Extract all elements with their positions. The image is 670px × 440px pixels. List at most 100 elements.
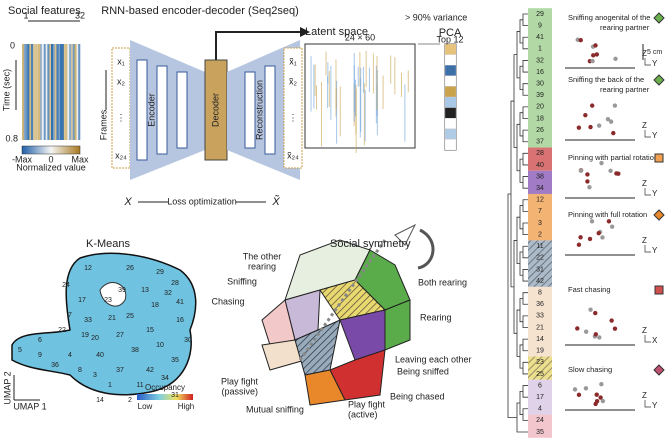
pose-point (585, 172, 590, 177)
heatmap-stripe (74, 44, 77, 140)
dendrogram-link (519, 390, 523, 415)
region (304, 369, 346, 406)
cluster-label: 23 (104, 297, 112, 304)
leaf-label: 39 (536, 92, 544, 99)
label: ⋮ (289, 112, 298, 122)
axis-label: Y (652, 131, 658, 140)
axis-label: Y (652, 246, 658, 255)
latent-stripe (368, 67, 370, 93)
dendrogram-link (522, 13, 528, 27)
leaf-label: 32 (536, 57, 544, 64)
heatmap-stripe (70, 44, 74, 140)
pose-point (583, 386, 589, 391)
pose-point (590, 58, 595, 64)
leaf-label: 29 (536, 11, 544, 18)
symmetry-map (261, 223, 435, 406)
cluster-label: 16 (176, 317, 184, 324)
cluster-label: 25 (126, 313, 134, 320)
pose-point (600, 398, 606, 404)
leaf-label: 35 (536, 429, 544, 436)
behavior-marker (654, 285, 664, 295)
heatmap-stripe (72, 44, 75, 140)
behavior-marker (653, 209, 665, 221)
cluster-label: 33 (84, 317, 92, 324)
latent-stripe (353, 53, 355, 122)
label: Time (sec) (1, 69, 11, 111)
leaf-label: 38 (536, 173, 544, 180)
pca-cell (444, 43, 457, 55)
latent-stripe (313, 64, 315, 109)
region-label: Play fight (221, 376, 259, 386)
region-label: Play fight (348, 399, 386, 409)
label: ⋮ (117, 112, 126, 122)
cluster-label: 24 (62, 282, 70, 289)
label: x̃₂ (289, 76, 298, 86)
pose-point (608, 168, 613, 173)
cluster-label: 30 (184, 337, 192, 344)
region-label: Mutual sniffing (246, 404, 304, 414)
cluster-label: 34 (161, 375, 169, 382)
pose-point (588, 124, 593, 130)
latent-stripe (314, 64, 316, 96)
dendrogram-link (519, 112, 523, 137)
heatmap-stripe (27, 44, 30, 140)
pose-point (612, 326, 618, 331)
pose-point (609, 224, 615, 229)
heatmap-stripe (63, 44, 66, 140)
heatmap-stripe (76, 44, 79, 140)
label: x₁ (117, 56, 125, 66)
heatmap-stripe (54, 44, 57, 140)
pose-point (587, 185, 592, 190)
cluster-label: 3 (93, 372, 97, 379)
heatmap-stripe (67, 44, 70, 140)
label: x₂₄ (115, 150, 127, 160)
leaf-label: 22 (536, 255, 544, 262)
region-label: rearing (248, 261, 276, 271)
dendrogram-link (513, 240, 517, 334)
label: Encoder (146, 93, 156, 127)
layer (244, 71, 256, 149)
latent-stripe (335, 88, 337, 109)
label: -Max (12, 154, 32, 164)
label: Social symmetry (330, 238, 411, 250)
dendrogram-link (519, 19, 523, 44)
cluster-label: 29 (156, 269, 164, 276)
cluster-band (528, 356, 552, 380)
heatmap-stripe (49, 44, 52, 140)
latent-stripe (327, 76, 329, 108)
cluster-label: 14 (96, 397, 104, 404)
latent-stripe (359, 52, 361, 87)
label: Occupancy (145, 383, 185, 392)
latent-stripe (363, 83, 365, 146)
latent-stripe (372, 53, 374, 94)
latent-stripe (357, 66, 359, 88)
heatmap-stripe (23, 44, 26, 140)
colorbar (21, 145, 81, 155)
pose-point (596, 123, 602, 128)
behavior-label: Pinning with full rotation (568, 210, 647, 219)
latent-stripe (364, 89, 366, 142)
behavior-marker (653, 74, 665, 86)
heatmap-stripe (41, 44, 45, 140)
label: X (123, 196, 132, 208)
flip-arrow (417, 228, 435, 270)
latent-stripe (404, 84, 406, 142)
pca-cell (444, 128, 457, 140)
latent-stripe (365, 50, 367, 88)
umap-hole (99, 282, 127, 307)
pose-point (578, 168, 584, 173)
leaf-label: 11 (536, 243, 543, 250)
cluster-band (528, 193, 552, 241)
axis-glyph (644, 58, 651, 66)
latent-stripe (310, 56, 312, 112)
axis-glyph (644, 130, 651, 138)
cluster-label: 7 (68, 312, 72, 319)
pose-point (609, 318, 614, 323)
label: x₂ (117, 76, 126, 86)
leaf-label: 16 (536, 69, 544, 76)
cluster-label: 37 (116, 367, 124, 374)
behavior-marker (654, 153, 664, 163)
scale-label: 5 cm (647, 49, 662, 56)
heatmap-stripe (40, 44, 43, 140)
dendrogram-link (519, 298, 523, 323)
